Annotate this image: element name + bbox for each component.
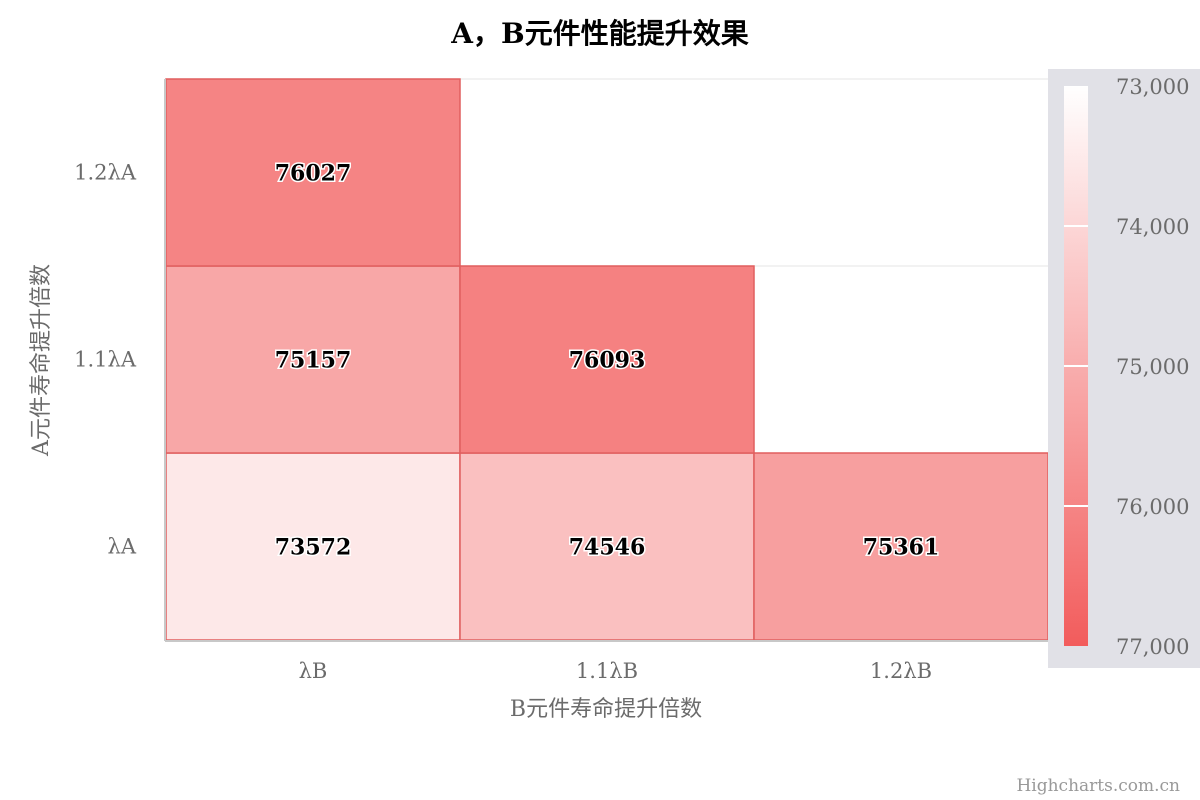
color-scale-label: 77,000 bbox=[1116, 635, 1189, 659]
heatmap-cell[interactable] bbox=[459, 452, 755, 641]
cell-value-label: 74546 bbox=[569, 535, 646, 561]
color-axis-legend: 73,000 74,000 75,000 76,000 77,000 bbox=[1048, 69, 1200, 668]
plot-area: 73572 74546 75361 75157 76093 76027 bbox=[164, 78, 1178, 642]
chart-title: A，B元件性能提升效果 bbox=[450, 17, 748, 50]
cell-value-label: 75361 bbox=[863, 535, 940, 561]
heatmap-cell[interactable] bbox=[165, 265, 461, 454]
cell-value-label: 76027 bbox=[275, 161, 352, 187]
x-axis-title: B元件寿命提升倍数 bbox=[510, 697, 702, 722]
y-axis: λA 1.1λA 1.2λA bbox=[74, 161, 137, 559]
color-scale-label: 75,000 bbox=[1116, 355, 1189, 379]
y-axis-title: A元件寿命提升倍数 bbox=[29, 264, 54, 457]
color-scale-label: 76,000 bbox=[1116, 495, 1189, 519]
y-tick-label: λA bbox=[108, 535, 137, 559]
color-scale-label: 74,000 bbox=[1116, 215, 1189, 239]
x-tick-label: λB bbox=[299, 659, 328, 683]
heatmap-cell[interactable] bbox=[753, 452, 1049, 641]
y-tick-label: 1.1λA bbox=[74, 348, 137, 372]
cell-value-label: 76093 bbox=[569, 348, 646, 374]
cell-value-label: 75157 bbox=[275, 348, 352, 374]
heatmap-cell[interactable] bbox=[459, 265, 755, 454]
y-tick-label: 1.2λA bbox=[74, 161, 137, 185]
x-tick-label: 1.2λB bbox=[870, 659, 932, 683]
credit-link[interactable]: Highcharts.com.cn bbox=[1016, 776, 1180, 796]
cell-value-label: 73572 bbox=[275, 535, 352, 561]
x-tick-label: 1.1λB bbox=[576, 659, 638, 683]
color-scale-label: 73,000 bbox=[1116, 75, 1189, 99]
x-axis: λB 1.1λB 1.2λB bbox=[299, 659, 932, 683]
heatmap-cell[interactable] bbox=[165, 78, 461, 267]
